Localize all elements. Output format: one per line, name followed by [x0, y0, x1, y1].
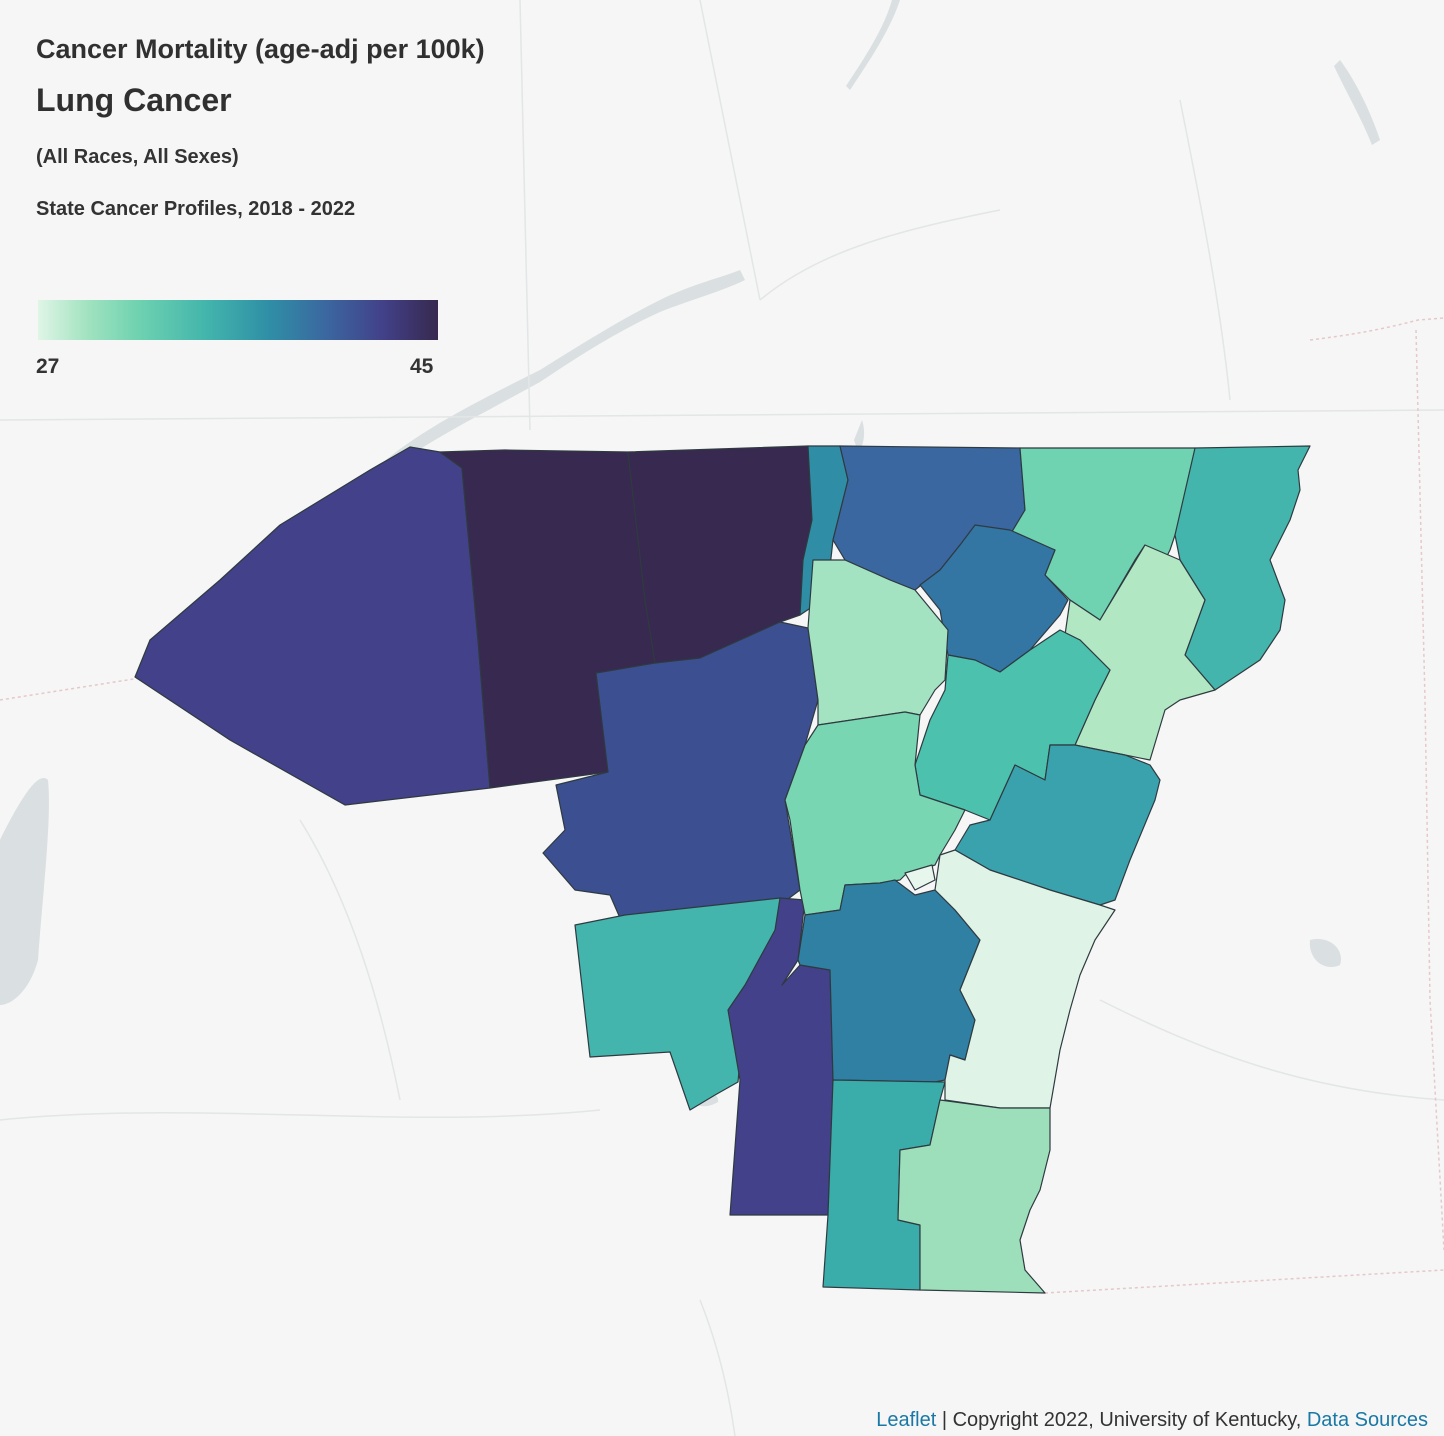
border — [1415, 329, 1444, 1251]
leaflet-link[interactable]: Leaflet — [876, 1409, 937, 1431]
road — [0, 1109, 601, 1121]
river-north — [846, 0, 900, 90]
county-addison[interactable] — [784, 711, 966, 916]
water-bodies — [0, 0, 1380, 1107]
road — [699, 0, 761, 301]
road — [0, 409, 1444, 421]
data-sources-link[interactable]: Data Sources — [1306, 1409, 1428, 1431]
county-orange[interactable] — [954, 744, 1161, 906]
color-scale-max: 45 — [410, 355, 434, 378]
counties[interactable] — [134, 445, 1311, 1294]
road — [299, 819, 401, 1101]
border — [0, 677, 141, 701]
road — [519, 0, 531, 431]
lake-east — [1309, 939, 1341, 968]
map-attribution: Leaflet | Copyright 2022, University of … — [876, 1409, 1428, 1432]
county-essex-vt[interactable] — [1174, 445, 1311, 691]
county-windham[interactable] — [897, 1099, 1051, 1294]
border — [1044, 1269, 1444, 1294]
attribution-separator: | — [936, 1409, 953, 1431]
county-st-lawrence[interactable] — [134, 446, 491, 806]
county-bennington-small[interactable] — [904, 864, 936, 891]
data-source: State Cancer Profiles, 2018 - 2022 — [36, 198, 356, 220]
road — [1099, 999, 1444, 1101]
map-title: Cancer Mortality (age-adj per 100k) — [36, 34, 485, 64]
border — [1309, 317, 1444, 341]
st-lawrence-river — [380, 270, 745, 472]
copyright-text: Copyright 2022, University of Kentucky, — [952, 1409, 1307, 1431]
lake-ontario — [0, 778, 49, 1005]
color-scale-min: 27 — [36, 355, 60, 378]
county-essex[interactable] — [542, 621, 819, 919]
lake-champlain-north — [854, 420, 865, 452]
state-borders — [0, 317, 1444, 1294]
lake-upper-right — [1334, 60, 1380, 145]
population-group: (All Races, All Sexes) — [36, 146, 239, 168]
road — [759, 209, 1001, 301]
road — [699, 1299, 736, 1436]
road — [1179, 99, 1231, 401]
color-scale-ramp — [38, 300, 438, 340]
cancer-site-title: Lung Cancer — [36, 82, 232, 118]
